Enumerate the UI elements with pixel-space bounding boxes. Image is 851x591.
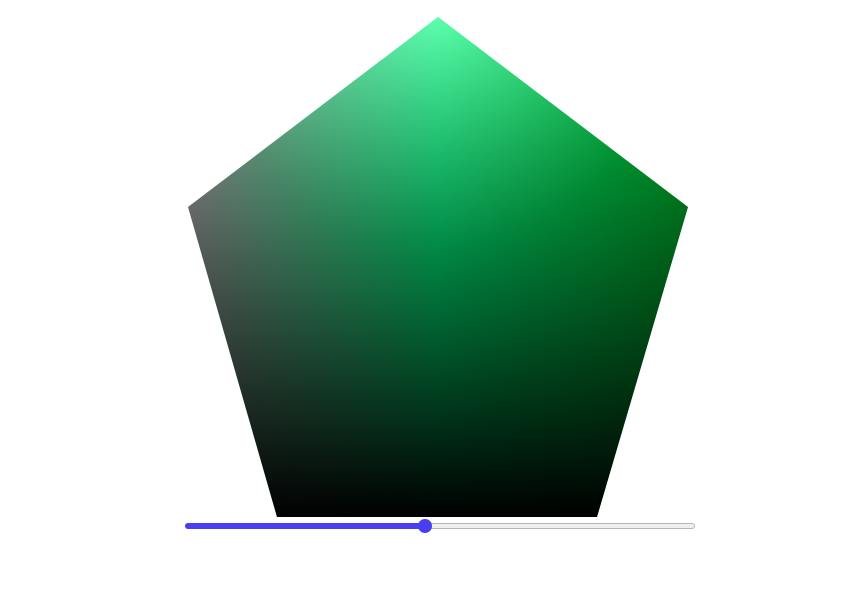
brightness-layer: [188, 17, 688, 517]
value-slider[interactable]: [185, 517, 695, 537]
slider-thumb[interactable]: [418, 519, 432, 533]
slider-fill: [185, 523, 425, 529]
color-pentagon[interactable]: [188, 17, 688, 517]
